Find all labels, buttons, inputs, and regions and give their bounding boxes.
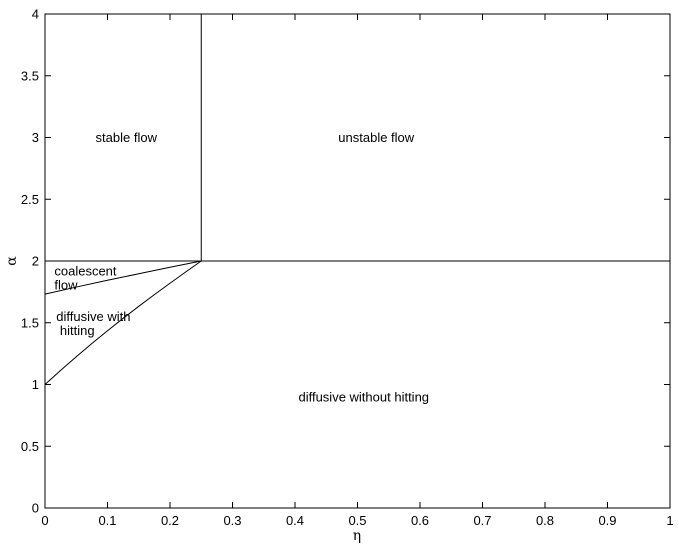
y-tick-label: 2 <box>32 254 39 269</box>
x-tick-label: 0.6 <box>411 513 429 528</box>
boundary-line-3 <box>44 260 202 295</box>
x-tick-label: 0.5 <box>348 513 366 528</box>
x-tick-label: 0.1 <box>98 513 116 528</box>
region-label-line: diffusive with <box>56 309 130 324</box>
x-tick-label: 0.2 <box>161 513 179 528</box>
y-tick-label: 0 <box>32 501 39 516</box>
x-tick-label: 0 <box>41 513 48 528</box>
region-label-line: flow <box>54 277 78 292</box>
x-tick-label: 1 <box>666 513 673 528</box>
region-label-line: stable flow <box>96 130 158 145</box>
region-label: diffusive with hitting <box>56 309 130 338</box>
y-tick-label: 0.5 <box>21 439 39 454</box>
region-label-line: hitting <box>56 323 94 338</box>
x-axis-label: η <box>353 528 361 544</box>
y-tick-label: 3.5 <box>21 68 39 83</box>
x-tick-label: 0.8 <box>536 513 554 528</box>
region-label: unstable flow <box>338 130 414 145</box>
x-tick-label: 0.9 <box>598 513 616 528</box>
region-label: coalescent flow <box>54 263 117 292</box>
y-axis-label: α <box>4 256 20 266</box>
region-label-line: coalescent <box>54 263 117 278</box>
x-axis-ticks: 0 0.1 0.2 0.3 0.4 0.5 0.6 0.7 0.8 0.9 1 <box>41 14 674 528</box>
y-tick-label: 1 <box>32 377 39 392</box>
y-tick-label: 3 <box>32 130 39 145</box>
x-tick-label: 0.3 <box>223 513 241 528</box>
y-tick-label: 4 <box>32 7 39 22</box>
region-label-line: diffusive without hitting <box>298 389 429 404</box>
y-axis-ticks: 0 0.5 1 1.5 2 2.5 3 3.5 4 <box>21 7 670 516</box>
region-label-line: unstable flow <box>338 130 414 145</box>
region-label: stable flow <box>96 130 158 145</box>
y-tick-label: 1.5 <box>21 315 39 330</box>
boundary-line-4 <box>44 260 202 385</box>
y-tick-label: 2.5 <box>21 192 39 207</box>
region-labels: stable flow unstable flow coalescent flow di… <box>54 130 429 404</box>
x-tick-label: 0.7 <box>473 513 491 528</box>
boundary-curves <box>44 14 670 385</box>
region-label: diffusive without hitting <box>298 389 429 404</box>
x-tick-label: 0.4 <box>286 513 304 528</box>
